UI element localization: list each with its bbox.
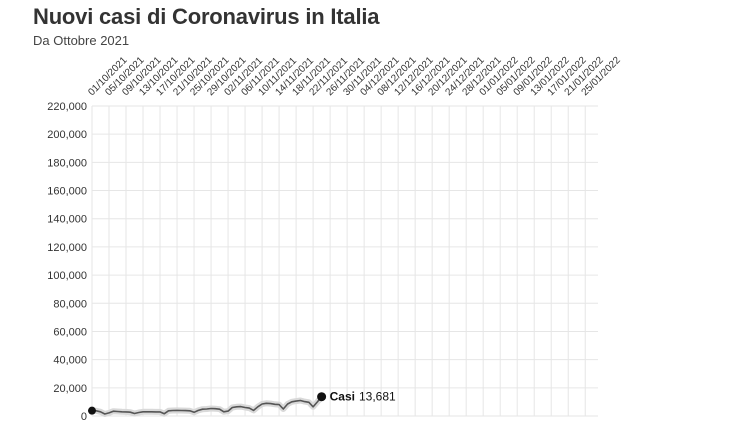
y-tick-label: 40,000 <box>53 355 87 367</box>
y-tick-label: 0 <box>81 411 87 423</box>
y-tick-label: 100,000 <box>47 270 87 282</box>
y-tick-label: 20,000 <box>53 383 87 395</box>
end-point-marker <box>317 392 327 402</box>
chart-title: Nuovi casi di Coronavirus in Italia <box>33 4 380 29</box>
end-label-value: 13,681 <box>359 390 396 404</box>
x-axis-ticks: 01/10/202105/10/202109/10/202113/10/2021… <box>86 55 623 98</box>
series-line <box>91 396 323 415</box>
y-tick-label: 160,000 <box>47 186 87 198</box>
chart-subtitle: Da Ottobre 2021 <box>33 33 130 48</box>
end-label-series-name: Casi <box>330 390 355 404</box>
y-axis-ticks: 0 20,000 40,000 60,000 80,000 100,000 120,000 1… <box>47 101 87 423</box>
end-label: Casi 13,681 <box>330 390 396 404</box>
y-tick-label: 140,000 <box>47 214 87 226</box>
y-tick-label: 120,000 <box>47 242 87 254</box>
y-tick-label: 220,000 <box>47 101 87 113</box>
series-casi: Casi 13,681 <box>88 390 396 417</box>
y-tick-label: 80,000 <box>53 298 87 310</box>
y-tick-label: 180,000 <box>47 157 87 169</box>
start-point-marker <box>88 406 96 415</box>
y-tick-label: 200,000 <box>47 129 87 141</box>
y-tick-label: 60,000 <box>53 326 87 338</box>
grid-lines <box>91 105 598 417</box>
